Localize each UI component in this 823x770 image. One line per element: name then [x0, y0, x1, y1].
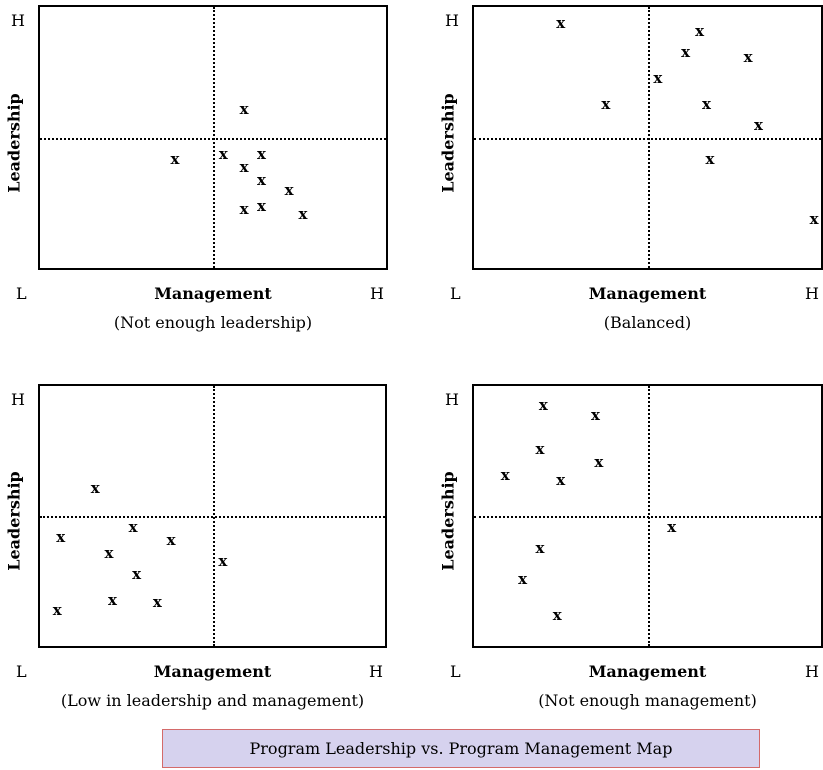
- data-point-marker: x: [56, 528, 66, 547]
- data-point-marker: x: [170, 149, 180, 168]
- x-tick-label: L: [450, 662, 461, 681]
- data-point-marker: x: [128, 518, 138, 536]
- x-axis-label: Management: [588, 662, 707, 681]
- data-point-marker: x: [653, 69, 663, 88]
- x-tick-label: L: [16, 284, 27, 303]
- data-point-marker: x: [52, 601, 62, 620]
- chart-subtitle: (Balanced): [603, 313, 692, 332]
- y-axis-label: Leadership: [4, 93, 24, 193]
- data-point-marker: x: [535, 440, 545, 458]
- data-point-marker: x: [681, 42, 691, 61]
- quadrant-divider-horizontal: [40, 137, 386, 140]
- data-point-marker: x: [256, 196, 266, 215]
- data-point-marker: x: [132, 564, 142, 583]
- figure-caption: Program Leadership vs. Program Managemen…: [162, 729, 760, 768]
- data-point-marker: x: [284, 181, 294, 200]
- data-point-marker: x: [107, 590, 117, 609]
- data-point-marker: x: [667, 518, 677, 536]
- data-point-marker: x: [702, 95, 711, 114]
- x-axis-label: Management: [588, 284, 707, 303]
- data-point-marker: x: [556, 14, 566, 33]
- data-point-marker: x: [256, 170, 266, 189]
- data-point-marker: x: [538, 395, 548, 414]
- data-point-marker: x: [518, 570, 528, 588]
- data-point-marker: x: [239, 100, 249, 119]
- data-point-marker: x: [535, 538, 545, 557]
- y-axis-label: Leadership: [438, 93, 458, 193]
- x-tick-label: L: [16, 662, 27, 681]
- data-point-marker: x: [218, 144, 228, 163]
- data-point-marker: x: [590, 406, 600, 425]
- data-point-marker: x: [239, 199, 249, 218]
- y-axis-label: Leadership: [4, 471, 24, 572]
- data-point-marker: x: [594, 453, 604, 471]
- data-point-marker: x: [152, 593, 162, 612]
- data-point-marker: x: [239, 157, 249, 176]
- data-point-marker: x: [166, 531, 176, 549]
- data-point-marker: x: [556, 471, 566, 490]
- chart-subtitle: (Low in leadership and management): [60, 691, 365, 710]
- data-point-marker: x: [809, 210, 819, 229]
- x-tick-label: H: [370, 284, 384, 303]
- y-tick-label: H: [445, 390, 459, 409]
- quadrant-divider-horizontal: [474, 516, 821, 518]
- y-axis-label: Leadership: [438, 471, 458, 572]
- data-point-marker: x: [743, 48, 753, 67]
- y-tick-label: H: [445, 11, 459, 30]
- quadrant-divider-horizontal: [474, 137, 821, 140]
- y-tick-label: H: [11, 11, 25, 30]
- data-point-marker: x: [500, 466, 510, 484]
- data-point-marker: x: [298, 204, 308, 223]
- x-tick-label: H: [805, 284, 819, 303]
- data-point-marker: x: [218, 551, 228, 570]
- chart-subtitle: (Not enough leadership): [113, 313, 313, 332]
- data-point-marker: x: [695, 22, 705, 41]
- quadrant-divider-horizontal: [40, 516, 385, 518]
- x-axis-label: Management: [154, 284, 272, 303]
- data-point-marker: x: [705, 149, 715, 168]
- x-tick-label: H: [369, 662, 383, 681]
- data-point-marker: x: [90, 479, 100, 497]
- data-point-marker: x: [552, 606, 562, 625]
- x-tick-label: L: [450, 284, 461, 303]
- data-point-marker: x: [256, 144, 266, 163]
- data-point-marker: x: [754, 116, 764, 135]
- data-point-marker: x: [104, 544, 114, 562]
- x-tick-label: H: [805, 662, 819, 681]
- data-point-marker: x: [601, 95, 611, 114]
- x-axis-label: Management: [153, 662, 272, 681]
- y-tick-label: H: [11, 390, 25, 409]
- chart-subtitle: (Not enough management): [538, 691, 757, 710]
